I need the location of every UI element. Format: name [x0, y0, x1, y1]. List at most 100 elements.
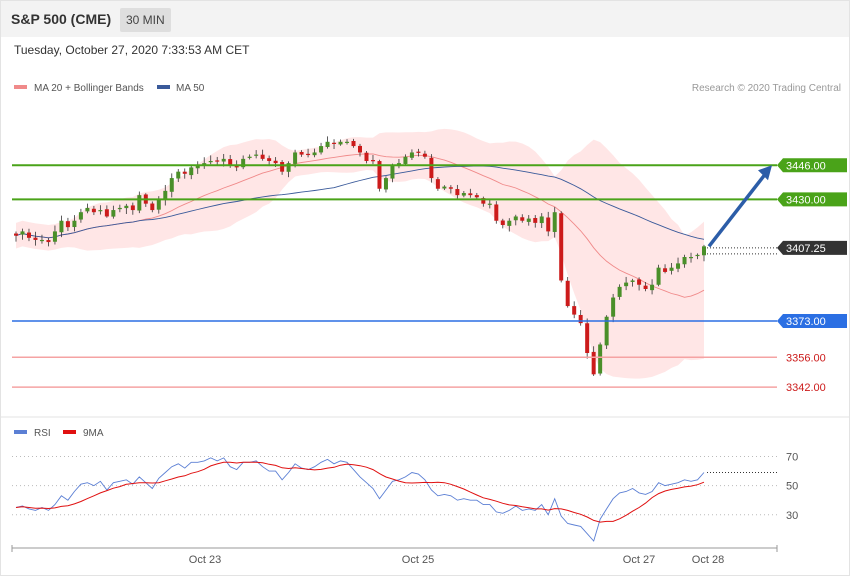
arrow-head [758, 165, 772, 181]
candle [332, 139, 337, 150]
candle [669, 263, 674, 275]
candle [117, 204, 122, 213]
price-levels: 3446.00 3430.00 3373.00 3356.00 3342.00 3407.… [12, 158, 847, 394]
candle-body [351, 141, 356, 147]
candle [260, 149, 265, 161]
arrow-shaft [707, 168, 771, 248]
level-weak_support: 3356.00 [12, 352, 826, 364]
rsi-panel: 70 50 30 [12, 451, 798, 542]
candle-body [14, 233, 18, 236]
candle [169, 173, 174, 198]
candle [124, 203, 129, 215]
rsi-legend: RSI 9MA [14, 428, 104, 439]
candle-body [91, 208, 96, 213]
candle-body [163, 190, 168, 200]
candle [20, 228, 25, 240]
candle-body [422, 153, 427, 157]
candle [689, 252, 694, 263]
rsi-level-70: 70 [12, 451, 798, 463]
candle [507, 218, 512, 232]
candle-body [598, 344, 603, 374]
level-tag [777, 192, 847, 207]
candle [14, 231, 18, 242]
candle [598, 342, 603, 376]
x-tick-label: Oct 27 [623, 554, 655, 566]
candle-body [228, 159, 233, 166]
candle-body [377, 161, 382, 189]
level-label: 3356.00 [786, 352, 826, 364]
candle-body [565, 280, 570, 307]
legend-swatch-ma20 [14, 85, 27, 89]
candle-body [617, 286, 622, 297]
candle-body [260, 154, 265, 159]
candle-body [650, 284, 655, 291]
candle-body [254, 154, 259, 156]
candle [78, 208, 83, 223]
level-tag [777, 314, 847, 328]
candle [383, 176, 388, 193]
chart-header: S&P 500 (CME) 30 MIN [1, 1, 849, 37]
candle-body [591, 351, 596, 375]
candle-body [150, 203, 155, 211]
candle-body [234, 166, 239, 168]
candle [247, 154, 252, 160]
timeframe-badge[interactable]: 30 MIN [120, 8, 171, 32]
candle [585, 318, 590, 359]
rsi-level-30: 30 [12, 510, 798, 522]
candle [176, 169, 181, 182]
candle-body [533, 218, 538, 223]
candle-body [520, 217, 525, 221]
candle [494, 201, 499, 224]
rsi-level-label: 70 [786, 451, 798, 463]
candle [189, 165, 194, 180]
candle-body [156, 199, 161, 210]
candle [513, 214, 518, 226]
candle-body [208, 161, 213, 163]
candle-body [383, 178, 388, 190]
candle [546, 211, 551, 237]
candle-body [20, 231, 25, 235]
candle [59, 215, 64, 238]
candle-body [689, 257, 694, 259]
candle-body [176, 171, 181, 179]
candle-body [507, 220, 512, 226]
candle-body [364, 152, 369, 161]
candle-body [663, 268, 668, 272]
candle [578, 310, 583, 326]
candle [487, 198, 492, 209]
last-price-label: 3407.25 [786, 243, 826, 255]
candle-body [435, 179, 440, 189]
candle-body [72, 220, 77, 228]
candle [643, 282, 648, 292]
candle-body [539, 216, 544, 224]
candle [552, 207, 557, 238]
candle [85, 203, 90, 214]
candle-body [273, 160, 278, 164]
candle [422, 150, 427, 159]
candle-body [656, 267, 661, 285]
candle [325, 136, 330, 149]
candle-body [332, 142, 337, 144]
target-arrow [707, 165, 772, 248]
candle [91, 205, 96, 216]
candle [312, 148, 317, 158]
candle [351, 138, 356, 148]
candle [474, 192, 479, 199]
candle-body [669, 267, 674, 271]
candle-body [78, 212, 83, 220]
x-axis: Oct 23 Oct 25 Oct 27 Oct 28 [11, 545, 778, 566]
candle [500, 218, 505, 229]
legend-label-rsi: RSI [34, 428, 51, 439]
candle-body [39, 239, 44, 242]
candle-body [494, 204, 499, 221]
candle [280, 160, 285, 175]
candle-body [676, 263, 681, 269]
level-label: 3430.00 [786, 194, 826, 206]
candle-body [137, 195, 142, 211]
candle-body [552, 212, 557, 232]
candle-body [130, 205, 135, 211]
candle [442, 185, 447, 190]
legend-swatch-rsi [14, 430, 27, 434]
candle [364, 151, 369, 164]
